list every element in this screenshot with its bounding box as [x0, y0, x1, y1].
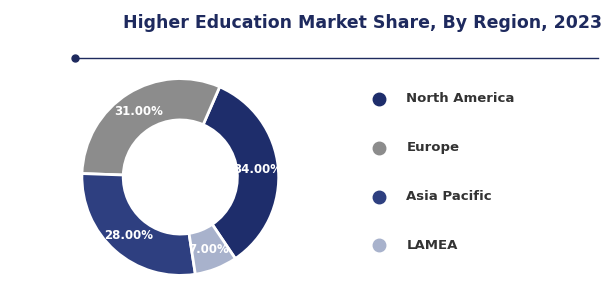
Text: LAMEA: LAMEA [406, 239, 457, 252]
Text: 28.00%: 28.00% [104, 229, 153, 242]
Wedge shape [82, 174, 195, 275]
Wedge shape [82, 79, 220, 175]
Text: 7.00%: 7.00% [188, 243, 229, 256]
Text: North America: North America [406, 92, 514, 106]
Text: 31.00%: 31.00% [114, 105, 163, 118]
Text: Higher Education Market Share, By Region, 2023 (%): Higher Education Market Share, By Region… [123, 14, 601, 32]
Wedge shape [203, 87, 279, 259]
Text: RESEARCH: RESEARCH [18, 36, 57, 45]
Text: Asia Pacific: Asia Pacific [406, 190, 492, 203]
Text: 34.00%: 34.00% [233, 164, 282, 176]
Text: PRECEDENCE: PRECEDENCE [13, 19, 62, 28]
Wedge shape [189, 224, 236, 274]
Text: Europe: Europe [406, 141, 459, 154]
